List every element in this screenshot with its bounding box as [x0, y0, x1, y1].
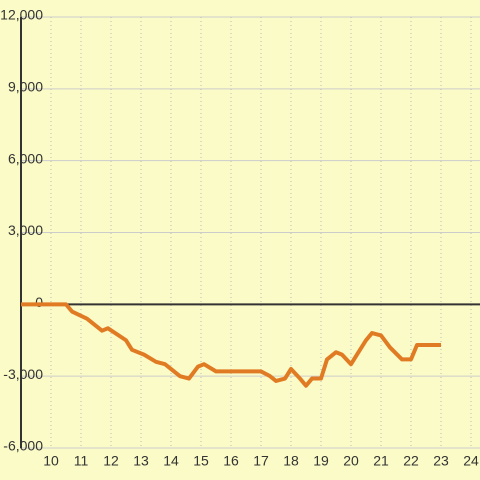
x-tick-label: 10	[43, 453, 59, 469]
y-tick-label: -6,000	[3, 438, 43, 454]
y-tick-label: 3,000	[8, 222, 43, 238]
x-tick-label: 17	[253, 453, 269, 469]
y-tick-label: 12,000	[0, 7, 43, 23]
x-tick-label: 13	[133, 453, 149, 469]
x-tick-label: 20	[343, 453, 359, 469]
x-tick-label: 23	[433, 453, 449, 469]
x-tick-label: 16	[223, 453, 239, 469]
x-tick-label: 18	[283, 453, 299, 469]
x-tick-label: 21	[373, 453, 389, 469]
x-tick-label: 24	[463, 453, 479, 469]
y-tick-label: -3,000	[3, 366, 43, 382]
x-tick-label: 19	[313, 453, 329, 469]
y-tick-label: 9,000	[8, 79, 43, 95]
x-tick-label: 15	[193, 453, 209, 469]
y-tick-label: 0	[35, 294, 43, 310]
x-tick-label: 12	[103, 453, 119, 469]
x-tick-label: 11	[74, 453, 89, 469]
x-tick-label: 22	[403, 453, 419, 469]
x-tick-label: 14	[163, 453, 179, 469]
data-line	[21, 302, 441, 388]
y-tick-label: 6,000	[8, 150, 43, 166]
